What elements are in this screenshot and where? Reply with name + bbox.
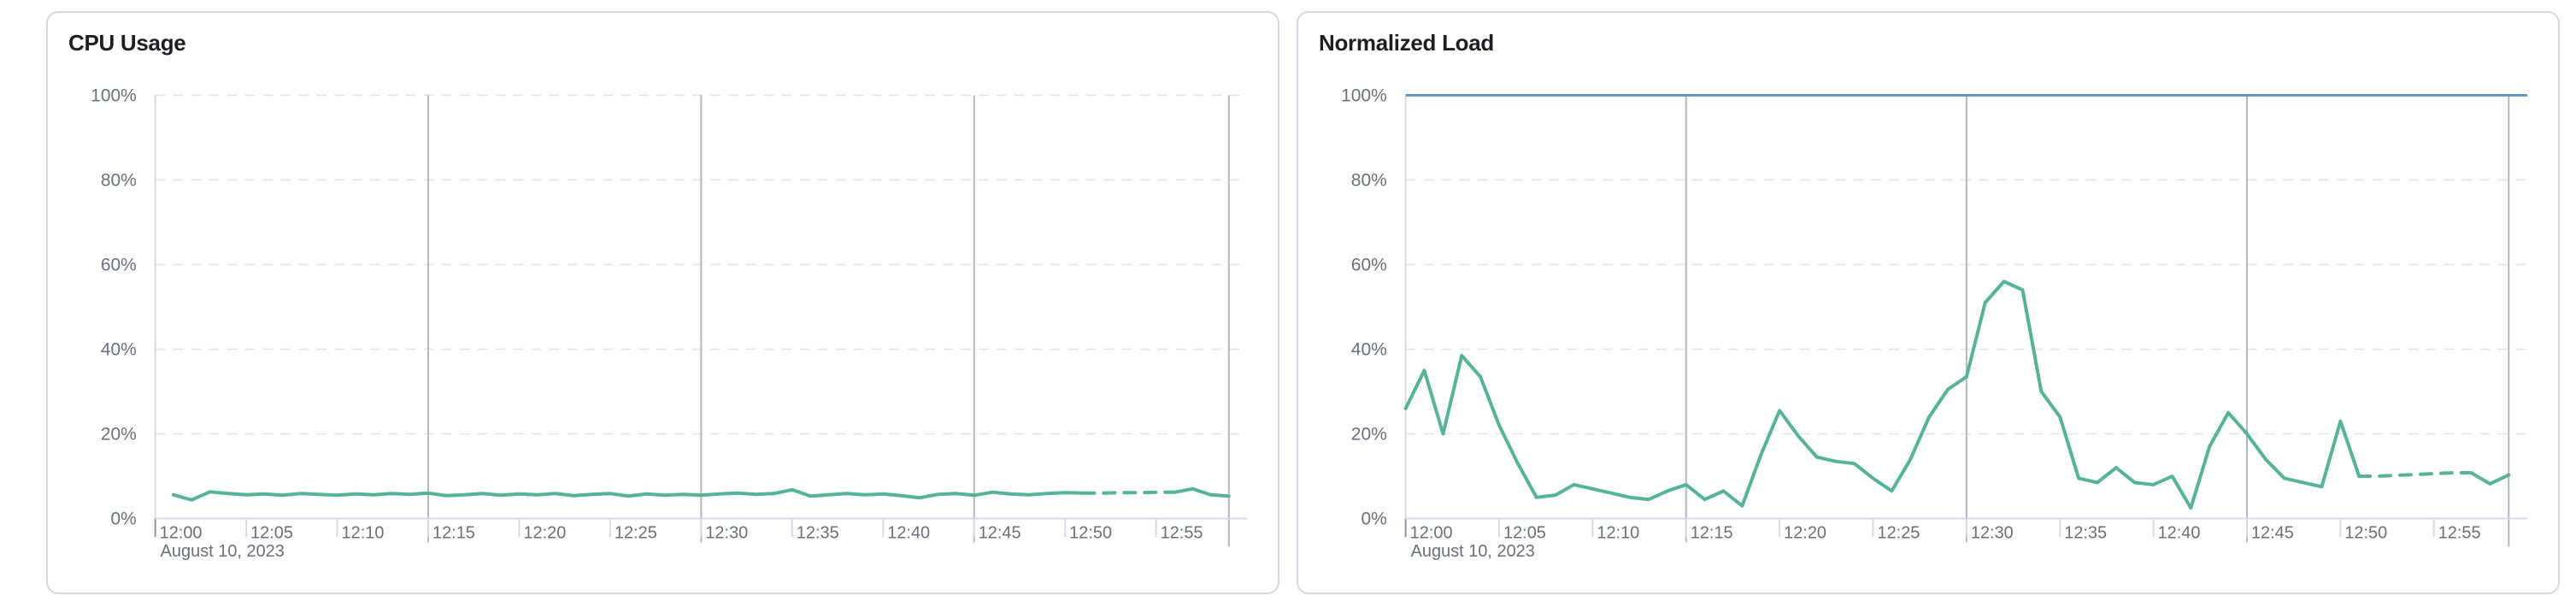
x-tick-label: 12:35 bbox=[797, 523, 839, 542]
y-tick-label: 20% bbox=[1351, 424, 1387, 444]
x-tick-label: 12:00 bbox=[1410, 523, 1453, 542]
x-tick-label: 12:15 bbox=[432, 523, 475, 542]
x-tick-label: 12:50 bbox=[1069, 523, 1112, 542]
x-tick-label: 12:10 bbox=[1597, 523, 1639, 542]
x-tick-label: 12:40 bbox=[887, 523, 930, 542]
x-tick-label: 12:55 bbox=[1161, 523, 1203, 542]
y-tick-label: 20% bbox=[101, 424, 137, 444]
y-tick-label: 60% bbox=[101, 255, 137, 274]
y-tick-label: 80% bbox=[1351, 170, 1387, 190]
x-tick-label: 12:45 bbox=[979, 523, 1021, 542]
x-tick-label: 12:40 bbox=[2158, 523, 2201, 542]
x-axis-date-label: August 10, 2023 bbox=[161, 542, 285, 561]
normalized-load-line bbox=[1403, 280, 2361, 510]
x-tick-label: 12:45 bbox=[2251, 523, 2294, 542]
normalized-load-line-interpolated bbox=[2357, 471, 2473, 478]
x-tick-label: 12:00 bbox=[160, 523, 203, 542]
cpu-usage-line-interpolated bbox=[1081, 490, 1176, 495]
x-tick-label: 12:05 bbox=[1503, 523, 1546, 542]
cpu-usage-line-end bbox=[1172, 486, 1231, 498]
x-tick-label: 12:50 bbox=[2344, 523, 2387, 542]
y-tick-label: 60% bbox=[1351, 255, 1387, 274]
x-tick-label: 12:35 bbox=[2064, 523, 2107, 542]
x-tick-label: 12:55 bbox=[2438, 523, 2481, 542]
normalized-load-line-end bbox=[2469, 471, 2511, 486]
x-tick-label: 12:10 bbox=[342, 523, 385, 542]
x-tick-label: 12:25 bbox=[1877, 523, 1920, 542]
x-tick-label: 12:20 bbox=[1784, 523, 1826, 542]
x-tick-label: 12:20 bbox=[523, 523, 566, 542]
y-tick-label: 0% bbox=[110, 509, 136, 528]
y-tick-label: 100% bbox=[91, 85, 137, 105]
normalized-load-panel: Normalized Load 0% 20% 40% 60% 80% 100% 12:00 1… bbox=[1297, 11, 2560, 594]
y-tick-label: 40% bbox=[101, 339, 137, 359]
y-tick-label: 0% bbox=[1361, 509, 1386, 528]
cpu-usage-line bbox=[171, 487, 1085, 502]
x-axis-date-label: August 10, 2023 bbox=[1411, 542, 1535, 561]
panel-title-cpu-usage: CPU Usage bbox=[68, 30, 186, 56]
cpu-usage-chart[interactable]: 0% 20% 40% 60% 80% 100% 12:00 12:05 12:10 12:15 12… bbox=[48, 13, 1278, 592]
x-tick-label: 12:30 bbox=[705, 523, 748, 542]
y-tick-label: 100% bbox=[1341, 85, 1387, 105]
x-tick-label: 12:25 bbox=[615, 523, 657, 542]
y-tick-label: 40% bbox=[1351, 339, 1387, 359]
y-tick-label: 80% bbox=[101, 170, 137, 190]
panel-title-normalized-load: Normalized Load bbox=[1319, 30, 1494, 56]
normalized-load-chart[interactable]: 0% 20% 40% 60% 80% 100% 12:00 12:05 12:10 12:15 12… bbox=[1298, 13, 2558, 592]
x-tick-label: 12:15 bbox=[1691, 523, 1733, 542]
x-tick-label: 12:05 bbox=[250, 523, 293, 542]
cpu-usage-panel: CPU Usage 0% 20% 40% 60% 80% 100% 12:00 12:05 12… bbox=[46, 11, 1279, 594]
x-tick-label: 12:30 bbox=[1971, 523, 2014, 542]
